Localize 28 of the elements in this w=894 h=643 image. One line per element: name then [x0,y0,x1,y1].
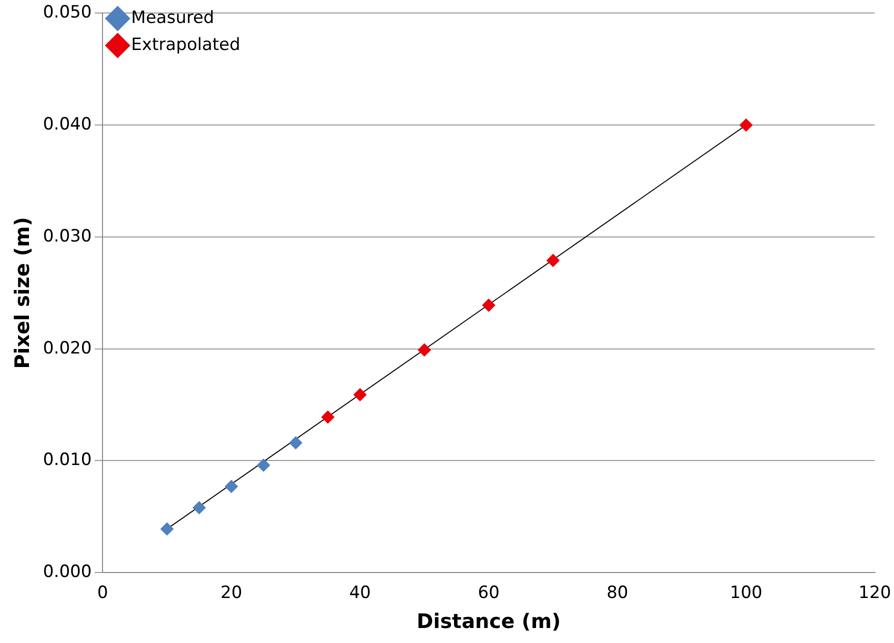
y-tick-label: 0.040 [42,114,92,134]
y-tick-label: 0.000 [42,562,92,582]
y-tick-label: 0.050 [42,2,92,23]
y-tick-label: 0.030 [42,226,92,246]
x-tick-label: 60 [478,583,500,604]
point [546,254,560,267]
point [482,298,496,312]
legend-label: Measured [131,8,214,28]
point [192,501,206,514]
x-tick-label: 0 [97,583,108,604]
point [160,522,174,536]
x-tick-label: 120 [858,583,892,604]
x-tick-label: 100 [730,583,762,604]
x-tick-label: 40 [349,583,371,604]
point [740,118,753,132]
x-tick-label: 20 [220,583,242,604]
point [418,343,431,356]
legend-label: Extrapolated [131,34,240,55]
point [321,410,334,424]
point [224,480,238,493]
point [257,458,270,472]
y-tick-label: 0.010 [42,450,92,470]
x-axis-title: Distance (m) [416,609,561,634]
y-tick-label: 0.020 [42,338,92,358]
point [354,388,367,402]
point [289,436,302,450]
x-tick-label: 80 [606,583,628,604]
y-axis-title: Pixel size (m) [10,216,34,369]
